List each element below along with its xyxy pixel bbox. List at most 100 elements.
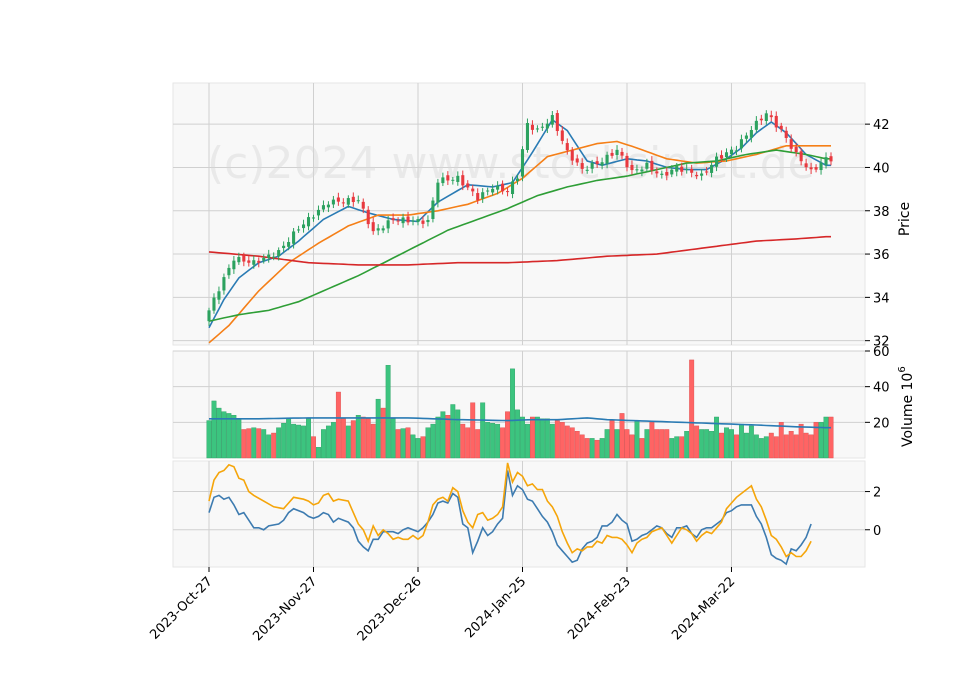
candle-body: [426, 219, 430, 223]
candle-body: [356, 200, 360, 202]
x-tick-label: 2023-Dec-26: [355, 574, 425, 644]
volume-tick-label: 40: [873, 381, 890, 396]
volume-bar: [704, 429, 710, 459]
volume-bar: [778, 422, 784, 459]
volume-panel: 20 40 60 Volume 106: [172, 345, 916, 459]
volume-bar: [440, 411, 446, 459]
price-tick-label: 34: [873, 291, 890, 306]
volume-bar: [729, 429, 734, 459]
volume-bar: [649, 422, 655, 459]
volume-bar: [659, 429, 665, 459]
volume-bar: [549, 423, 555, 459]
price-tick-label: 42: [873, 118, 890, 133]
volume-bar: [490, 423, 496, 459]
volume-bar: [559, 422, 565, 459]
candle-body: [675, 166, 679, 172]
price-panel-background: [172, 82, 866, 346]
candle-body: [371, 222, 375, 232]
volume-axis-label-exponent: 6: [897, 366, 908, 372]
candle-body: [207, 310, 211, 322]
candle-body: [680, 166, 684, 172]
oscillator-tick-label: 0: [873, 524, 881, 539]
candle-body: [545, 123, 549, 129]
volume-bar: [793, 434, 799, 459]
volume-bar: [599, 438, 605, 459]
candle-body: [341, 202, 345, 204]
volume-bar: [619, 413, 625, 459]
volume-bar: [475, 429, 481, 459]
candle-body: [570, 150, 574, 161]
x-tick-label: 2024-Mar-22: [669, 574, 738, 643]
candle-body: [282, 245, 286, 249]
volume-bar: [813, 422, 819, 459]
volume-bar: [316, 447, 321, 459]
candle-body: [321, 205, 325, 210]
candle-body: [302, 224, 306, 229]
oscillator-line: [208, 470, 812, 566]
price-tick-label: 32: [873, 335, 890, 350]
candle-body: [719, 155, 724, 159]
candle-body: [555, 113, 559, 132]
volume-bar: [674, 436, 680, 459]
candle-body: [461, 175, 465, 186]
oscillator-y-ticks: 02: [865, 486, 881, 539]
x-axis-ticks: 2023-Oct-27 2023-Nov-27 2023-Dec-26 2024-Ja…: [147, 567, 738, 644]
ma-line: [208, 235, 831, 266]
oscillator-panel: 02: [172, 460, 881, 568]
candle-body: [441, 177, 445, 184]
candle-body: [331, 199, 335, 205]
candle-body: [267, 254, 271, 258]
candle-body: [525, 122, 530, 151]
x-tick-label: 2024-Feb-23: [565, 574, 634, 643]
candle-body: [819, 162, 823, 171]
volume-bar: [743, 432, 749, 459]
candle-body: [252, 260, 256, 265]
volume-bar: [639, 438, 645, 459]
candle-body: [247, 260, 251, 263]
candle-body: [789, 139, 793, 149]
volume-bar: [460, 423, 466, 459]
candle-body: [575, 158, 579, 163]
candle-body: [411, 220, 415, 222]
candle-body: [406, 216, 410, 223]
candlesticks: [207, 110, 833, 326]
volume-bar: [470, 402, 476, 459]
volume-bar: [818, 422, 824, 459]
volume-bar: [719, 432, 724, 459]
candle-body: [292, 231, 296, 244]
candle-body: [486, 190, 490, 192]
candle-body: [456, 175, 460, 182]
volume-bar: [286, 418, 292, 459]
candle-body: [257, 260, 261, 263]
x-tick-label: 2024-Jan-25: [462, 574, 529, 641]
candle-body: [630, 164, 634, 171]
volume-bar: [644, 429, 650, 459]
candle-body: [262, 257, 266, 261]
candle-body: [446, 175, 450, 181]
candle-body: [605, 154, 609, 164]
candle-body: [520, 149, 525, 177]
candle-body: [829, 156, 833, 162]
candle-body: [645, 162, 649, 169]
volume-bar: [261, 429, 267, 459]
volume-axis-label: Volume 106: [897, 366, 916, 447]
price-tick-label: 40: [873, 161, 890, 176]
volume-bar: [221, 411, 227, 459]
volume-bar: [709, 431, 715, 459]
candle-body: [242, 255, 246, 262]
candle-body: [232, 260, 236, 270]
volume-bar: [604, 429, 610, 459]
volume-bar: [291, 423, 297, 459]
price-tick-label: 36: [873, 248, 890, 263]
candle-body: [749, 129, 753, 138]
volume-bar: [276, 427, 282, 459]
candle-body: [660, 173, 664, 175]
volume-average: [209, 417, 831, 429]
candle-body: [600, 162, 604, 166]
candle-body: [715, 156, 719, 167]
candle-body: [620, 151, 624, 156]
volume-bar: [823, 416, 829, 459]
candle-body: [635, 169, 639, 171]
volume-bar: [515, 409, 520, 459]
